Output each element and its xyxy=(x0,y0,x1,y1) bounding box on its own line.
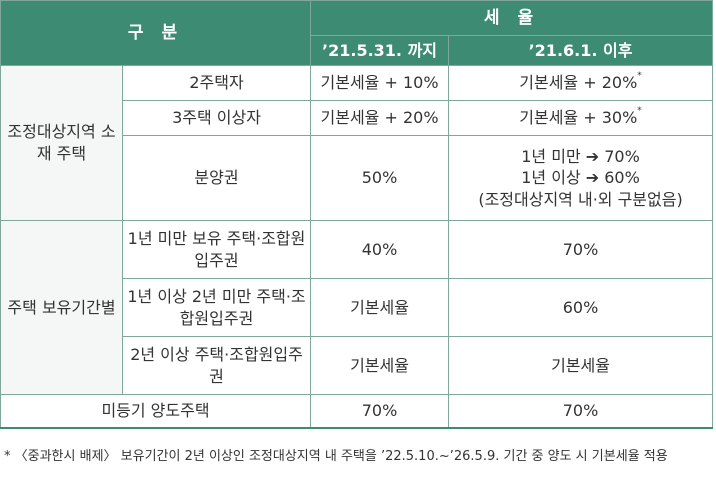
group-holding-period: 주택 보유기간별 xyxy=(0,220,123,395)
asterisk-mark: * xyxy=(637,71,642,82)
row-three-homes-before: 기본세율 + 20% xyxy=(310,100,450,136)
row-presale-after: 1년 미만 ➔ 70% 1년 이상 ➔ 60% (조정대상지역 내·외 구분없음… xyxy=(448,135,714,221)
footnote: * 〈중과한시 배제〉 보유기간이 2년 이상인 조정대상지역 내 주택을 ’2… xyxy=(4,449,668,464)
row-over-2y-after: 기본세율 xyxy=(448,336,714,395)
row-under-1y-before: 40% xyxy=(310,220,450,279)
header-period-before: ’21.5.31. 까지 xyxy=(310,35,450,66)
row-presale-before: 50% xyxy=(310,135,450,221)
row-label-over-2y: 2년 이상 주택·조합원입주권 xyxy=(121,336,312,395)
row-1-to-2y-before: 기본세율 xyxy=(310,278,450,337)
asterisk-mark: * xyxy=(637,106,642,117)
row-unregistered-before: 70% xyxy=(310,394,450,429)
tax-rate-table: 구 분 세 율 ’21.5.31. 까지 ’21.6.1. 이후 조정대상지역 … xyxy=(0,0,714,429)
row-label-two-homes: 2주택자 xyxy=(121,65,312,101)
row-label-three-homes: 3주택 이상자 xyxy=(121,100,312,136)
row-two-homes-after: 기본세율 + 20%* xyxy=(448,65,714,101)
row-label-1-to-2y: 1년 이상 2년 미만 주택·조합원입주권 xyxy=(121,278,312,337)
row-label-unregistered: 미등기 양도주택 xyxy=(0,394,312,429)
header-period-after: ’21.6.1. 이후 xyxy=(448,35,714,66)
row-label-presale: 분양권 xyxy=(121,135,312,221)
row-label-under-1y: 1년 미만 보유 주택·조합원입주권 xyxy=(121,220,312,279)
row-1-to-2y-after: 60% xyxy=(448,278,714,337)
row-three-homes-after: 기본세율 + 30%* xyxy=(448,100,714,136)
row-under-1y-after: 70% xyxy=(448,220,714,279)
presale-after-line: 1년 이상 ➔ 60% xyxy=(521,168,640,188)
row-unregistered-after: 70% xyxy=(448,394,714,429)
group-adjusted-area: 조정대상지역 소재 주택 xyxy=(0,65,123,221)
presale-after-line: (조정대상지역 내·외 구분없음) xyxy=(478,189,683,209)
row-two-homes-before: 기본세율 + 10% xyxy=(310,65,450,101)
header-tax-rate: 세 율 xyxy=(310,0,714,36)
header-category: 구 분 xyxy=(0,0,312,66)
presale-after-line: 1년 미만 ➔ 70% xyxy=(521,146,640,166)
row-over-2y-before: 기본세율 xyxy=(310,336,450,395)
